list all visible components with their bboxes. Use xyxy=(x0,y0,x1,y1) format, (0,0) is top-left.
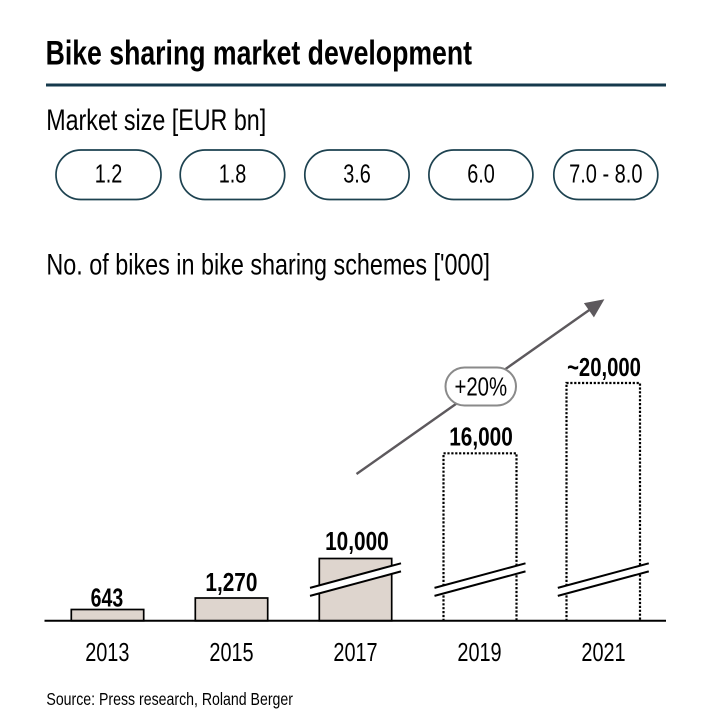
svg-text:16,000: 16,000 xyxy=(449,422,513,451)
svg-text:7.0 - 8.0: 7.0 - 8.0 xyxy=(569,159,642,188)
svg-text:643: 643 xyxy=(91,583,124,612)
svg-text:2019: 2019 xyxy=(457,638,501,667)
svg-text:1.8: 1.8 xyxy=(219,159,247,188)
svg-text:1.2: 1.2 xyxy=(95,159,123,188)
svg-text:1,270: 1,270 xyxy=(205,568,257,597)
svg-text:6.0: 6.0 xyxy=(467,159,495,188)
svg-text:Market size [EUR bn]: Market size [EUR bn] xyxy=(46,103,266,136)
svg-text:Bike sharing market developmen: Bike sharing market development xyxy=(46,34,472,72)
svg-text:2013: 2013 xyxy=(85,638,129,667)
svg-text:No. of bikes in bike sharing s: No. of bikes in bike sharing schemes ['0… xyxy=(46,248,490,281)
svg-text:2015: 2015 xyxy=(209,638,253,667)
svg-text:2017: 2017 xyxy=(333,638,377,667)
svg-text:Source: Press research, Roland: Source: Press research, Roland Berger xyxy=(46,690,293,709)
svg-text:~20,000: ~20,000 xyxy=(567,353,641,382)
svg-text:10,000: 10,000 xyxy=(325,527,389,556)
svg-text:2021: 2021 xyxy=(581,638,625,667)
svg-text:+20%: +20% xyxy=(454,372,507,401)
svg-text:3.6: 3.6 xyxy=(343,159,371,188)
